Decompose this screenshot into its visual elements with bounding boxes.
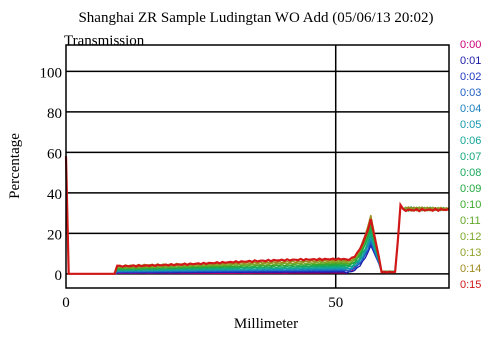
y-tick-label: 80 — [47, 106, 62, 122]
legend-entry: 0:15 — [460, 279, 481, 291]
legend-entry: 0:05 — [460, 119, 481, 131]
y-tick-label: 0 — [55, 268, 63, 284]
y-tick-label: 100 — [40, 65, 63, 81]
y-tick-label: 20 — [47, 227, 62, 243]
legend-entry: 0:13 — [460, 247, 481, 259]
legend-entry: 0:07 — [460, 151, 481, 163]
legend-entry: 0:02 — [460, 71, 481, 83]
legend-entry: 0:14 — [460, 263, 481, 275]
legend-entry: 0:03 — [460, 87, 481, 99]
x-tick-label: 50 — [328, 295, 343, 311]
series-line-0-15 — [64, 156, 450, 275]
legend-entry: 0:00 — [460, 39, 481, 51]
grid — [66, 45, 449, 288]
legend-entry: 0:10 — [460, 199, 481, 211]
tick-labels: 0 20 40 60 80 100 0 50 — [40, 65, 344, 311]
legend-entry: 0:11 — [460, 215, 481, 227]
x-tick-label: 0 — [62, 295, 70, 311]
y-tick-label: 40 — [47, 187, 62, 203]
chart-title: Shanghai ZR Sample Ludingtan WO Add (05/… — [78, 10, 433, 26]
legend: 0:00 0:01 0:02 0:03 0:04 0:05 0:06 0:07 0:08 0:09… — [460, 39, 481, 291]
legend-entry: 0:09 — [460, 183, 481, 195]
plot-frame — [65, 44, 450, 289]
legend-entry: 0:06 — [460, 135, 481, 147]
legend-entry: 0:08 — [460, 167, 481, 179]
chart-subtitle: Transmission — [64, 33, 145, 49]
y-axis-label: Percentage — [7, 133, 23, 199]
x-axis-label: Millimeter — [234, 316, 298, 332]
legend-entry: 0:01 — [460, 55, 481, 67]
series-lines — [64, 156, 450, 275]
legend-entry: 0:12 — [460, 231, 481, 243]
legend-entry: 0:04 — [460, 103, 481, 115]
y-tick-label: 60 — [47, 146, 62, 162]
